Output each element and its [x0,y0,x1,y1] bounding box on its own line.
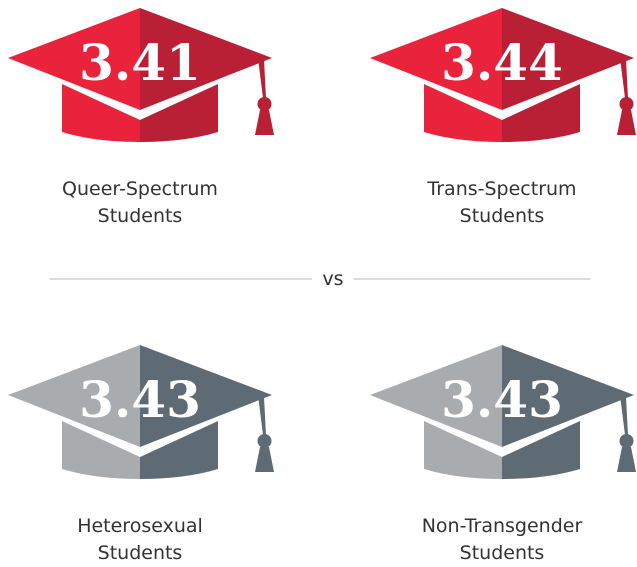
cap-board-right [140,345,272,447]
tassel-knot [257,434,272,448]
label: Queer-Spectrum [62,178,218,200]
label: Students [98,205,183,227]
cap-body-left [424,421,502,479]
tassel [617,447,636,472]
value: 3.41 [79,33,201,92]
label: Non-Transgender [422,515,583,537]
label: Students [98,542,183,564]
label: Heterosexual [77,515,203,537]
cap-board-left [370,345,502,447]
value: 3.43 [79,370,201,429]
tassel-knot [619,97,634,111]
cap: 3.41 Queer-Spectrum Students [8,8,274,227]
cap: 3.43 Heterosexual Students [8,345,274,564]
cap: 3.43 Non-Transgender Students [370,345,636,564]
cap-board-left [370,8,502,110]
cap: 3.44 Trans-Spectrum Students [370,8,636,227]
label: Students [460,542,545,564]
tassel-cord [620,58,628,98]
value: 3.44 [441,33,563,92]
tassel-knot [619,434,634,448]
cap-board-right [140,8,272,110]
value: 3.43 [441,370,563,429]
cap-body-left [62,84,140,142]
tassel-cord [258,395,266,435]
cap-body-right [140,421,218,479]
divider-label: vs [322,268,343,290]
cap-body-right [502,421,580,479]
cap-body-right [140,84,218,142]
cap-board-left [8,8,140,110]
tassel [255,447,274,472]
cap-board-left [8,345,140,447]
label: Trans-Spectrum [426,178,576,200]
tassel [255,110,274,135]
cap-body-left [62,421,140,479]
cap-board-right [502,8,634,110]
tassel-knot [257,97,272,111]
tassel [617,110,636,135]
cap-body-right [502,84,580,142]
tassel-cord [620,395,628,435]
label: Students [460,205,545,227]
tassel-cord [258,58,266,98]
cap-body-left [424,84,502,142]
cap-board-right [502,345,634,447]
